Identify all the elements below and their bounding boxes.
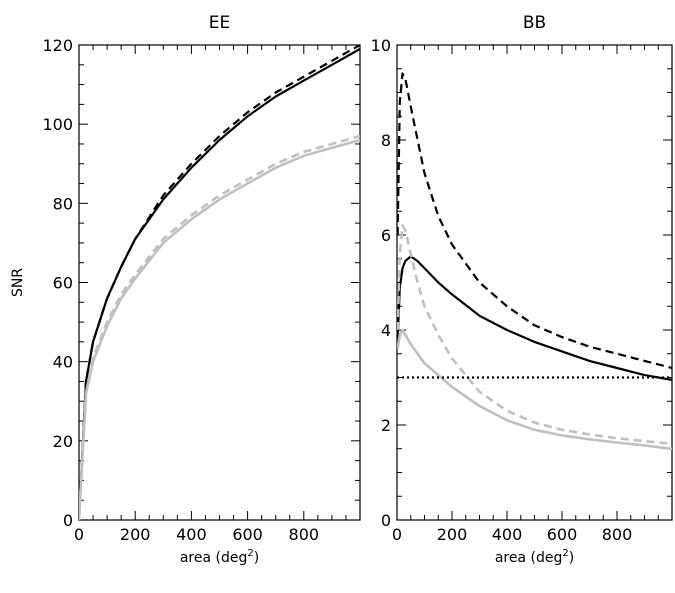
series-line-1 (79, 45, 360, 520)
y-tick-label: 80 (53, 194, 73, 213)
x-tick-label: 400 (176, 525, 207, 544)
x-axis-label: area (deg2) (180, 548, 259, 566)
x-axis-label-main: area (deg (495, 550, 563, 566)
y-tick-label: 4 (381, 321, 391, 340)
x-axis-label-sup: 2 (562, 548, 568, 559)
x-tick-label: 800 (289, 525, 320, 544)
x-tick-label: 200 (120, 525, 151, 544)
panel-title: EE (209, 13, 230, 33)
x-axis-label: area (deg2) (495, 548, 574, 566)
y-tick-label: 20 (53, 432, 73, 451)
y-axis-label: SNR (10, 268, 26, 297)
series-line-2 (397, 224, 672, 446)
y-tick-label: 100 (42, 115, 73, 134)
x-tick-label: 0 (392, 525, 402, 544)
y-tick-label: 60 (53, 274, 73, 293)
y-tick-label: 6 (381, 226, 391, 245)
series-line-0 (79, 48, 360, 520)
series-line-1 (397, 255, 672, 381)
y-tick-label: 40 (53, 353, 73, 372)
series-line-3 (79, 134, 360, 520)
x-axis-label-close: ) (254, 550, 259, 566)
panel-ee: 0 200 400 600 800 0 20 40 60 80 100 120 EE area (deg2… (10, 13, 361, 566)
x-tick-label: 0 (74, 525, 84, 544)
x-axis-label-sup: 2 (247, 548, 253, 559)
x-axis-label-main: area (deg (180, 550, 248, 566)
y-tick-label: 10 (371, 36, 391, 55)
x-tick-label: 600 (547, 525, 578, 544)
series-line-0 (397, 72, 672, 370)
x-tick-label: 800 (602, 525, 633, 544)
y-tick-label: 0 (381, 511, 391, 530)
plot-frame (78, 44, 361, 521)
x-tick-label: 400 (492, 525, 523, 544)
x-tick-label: 200 (437, 525, 468, 544)
y-tick-label: 120 (42, 36, 73, 55)
x-tick-label: 600 (232, 525, 263, 544)
y-tick-label: 8 (381, 131, 391, 150)
x-axis-label-close: ) (569, 550, 574, 566)
panel-title: BB (523, 13, 546, 33)
series-line-2 (79, 138, 360, 520)
series-line-3 (397, 328, 672, 451)
y-tick-label: 2 (381, 416, 391, 435)
y-tick-label: 0 (63, 511, 73, 530)
